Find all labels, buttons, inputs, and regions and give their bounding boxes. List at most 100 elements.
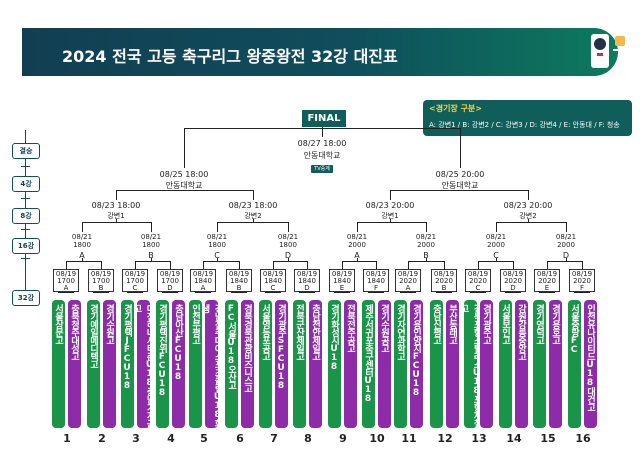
team-card[interactable]: 서울상문고: [52, 300, 65, 428]
team-card[interactable]: 충남천안제일고: [309, 300, 322, 428]
bracket-line: [566, 222, 567, 232]
r16-time: 1800: [279, 241, 297, 249]
bracket-line: [184, 128, 185, 168]
team-card[interactable]: 전북전주공고: [344, 300, 357, 428]
r32-match-info: [569, 269, 595, 292]
team-card[interactable]: FC서울U18오산고: [225, 300, 238, 428]
r32-match-info: [500, 269, 526, 292]
team-card[interactable]: 충남아산FCU18: [172, 300, 185, 428]
r32-match-info: [534, 269, 560, 292]
r16-time: 2000: [487, 241, 505, 249]
r32-date: 08/19: [467, 270, 489, 278]
bracket-line: [322, 127, 323, 137]
r16-date: 08/21: [415, 233, 437, 241]
match-number: 15: [540, 432, 556, 445]
team-card[interactable]: 경기예일메디텍고: [87, 300, 100, 428]
team-card[interactable]: 충남신평고: [430, 300, 443, 428]
r32-date: 08/19: [397, 270, 419, 278]
team-card[interactable]: 경기광주고: [480, 300, 493, 428]
bracket-line: [528, 219, 529, 222]
team-card[interactable]: 경기자연과학고: [394, 300, 407, 428]
r32-date: 08/19: [502, 270, 524, 278]
r16-time: 1800: [208, 241, 226, 249]
team-card[interactable]: 서울중랑FC: [568, 300, 581, 428]
team-card[interactable]: 경기광주SFCU18: [275, 300, 288, 428]
bracket-line: [307, 261, 308, 269]
bracket-line: [368, 292, 384, 293]
r16-venue: A: [79, 251, 85, 260]
team-card[interactable]: 대전하나시티즌U18충남기계공고: [137, 300, 150, 428]
r32-match-info: [465, 269, 491, 292]
team-card[interactable]: 경남진주대아스포츠클럽U18화생: [205, 300, 218, 428]
team-card[interactable]: 전북군산제일고: [293, 300, 306, 428]
bracket-line: [400, 292, 416, 293]
round-axis-tick: [21, 166, 30, 167]
team-card[interactable]: 제주서귀포축구센터U18: [362, 300, 375, 428]
bracket-line: [265, 292, 281, 293]
r32-match-info: [431, 269, 457, 292]
bracket-line: [574, 292, 590, 293]
match-number: 5: [200, 432, 208, 445]
match-number: 8: [304, 432, 312, 445]
r32-venue: C: [475, 284, 481, 292]
bracket-line: [444, 261, 445, 269]
team-card[interactable]: 강원강릉중앙고: [515, 300, 528, 428]
team-card[interactable]: 경북경북관광비즈니스고: [241, 300, 254, 428]
match-number: 10: [369, 432, 385, 445]
legend-items: A: 강변1 / B: 강변2 / C: 강변3 / D: 강변4 / E: 안…: [429, 121, 620, 129]
team-card[interactable]: 경기수원고: [103, 300, 116, 428]
quarter-venue: 강변2: [519, 212, 537, 220]
r32-venue: F: [579, 284, 585, 292]
r32-venue: A: [405, 284, 411, 292]
team-card[interactable]: 인천유나이티드U18대건고: [584, 300, 597, 428]
bracket-line: [58, 292, 74, 293]
r32-venue: B: [441, 284, 447, 292]
match-number: 13: [471, 432, 487, 445]
quarter-time: 08/23 18:00: [91, 201, 141, 210]
bracket-line: [342, 261, 343, 269]
team-card[interactable]: 경기용호고: [549, 300, 562, 428]
team-card[interactable]: 경기영덕고: [533, 300, 546, 428]
team-card[interactable]: 경기화성시U18: [328, 300, 341, 428]
team-card[interactable]: 경북포항스틸러스U18포항제철고: [464, 300, 477, 428]
round-axis-tick: [21, 229, 30, 230]
r32-time: 1840: [230, 277, 248, 285]
bracket-line: [357, 222, 358, 232]
round-label-semis: 4강: [12, 176, 40, 192]
r32-venue: C: [132, 284, 138, 292]
round-label-r16: 16강: [12, 238, 40, 254]
r32-date: 08/19: [365, 270, 387, 278]
bracket-line: [436, 292, 452, 293]
bracket-line: [496, 222, 566, 223]
team-card[interactable]: 경기용인양지FCU18: [410, 300, 423, 428]
bracket-line: [390, 219, 391, 222]
team-card[interactable]: 충북청주대성고: [68, 300, 81, 428]
bracket-line: [116, 219, 117, 222]
team-card[interactable]: 인천부평고: [189, 300, 202, 428]
final-time: 08/27 18:00: [297, 139, 347, 148]
team-card[interactable]: 서울보인고: [499, 300, 512, 428]
legend-title: <경기장 구분>: [429, 104, 482, 113]
team-card[interactable]: 경기평택진위FCU18: [156, 300, 169, 428]
round-label-r32: 32강: [12, 290, 40, 306]
bracket-line: [426, 258, 427, 261]
r32-venue: D: [304, 284, 310, 292]
r16-time: 1800: [73, 241, 91, 249]
team-card[interactable]: 부산동래고: [446, 300, 459, 428]
quarter-venue: 강변1: [107, 212, 125, 220]
r32-time: 2020: [538, 277, 556, 285]
bracket-line: [93, 292, 109, 293]
bracket-line: [342, 261, 376, 262]
bracket-line: [426, 222, 427, 232]
r32-time: 2020: [573, 277, 591, 285]
r32-time: 1700: [126, 277, 144, 285]
r32-match-info: [260, 269, 286, 292]
r16-date: 08/21: [277, 233, 299, 241]
r32-time: 2020: [435, 277, 453, 285]
r16-time: 2000: [417, 241, 435, 249]
team-card[interactable]: 경기수원공고: [378, 300, 391, 428]
team-card[interactable]: 서울영등포공고: [259, 300, 272, 428]
team-card[interactable]: 경기평택JFCU18: [121, 300, 134, 428]
r16-venue: B: [148, 251, 154, 260]
r32-time: 1700: [92, 277, 110, 285]
